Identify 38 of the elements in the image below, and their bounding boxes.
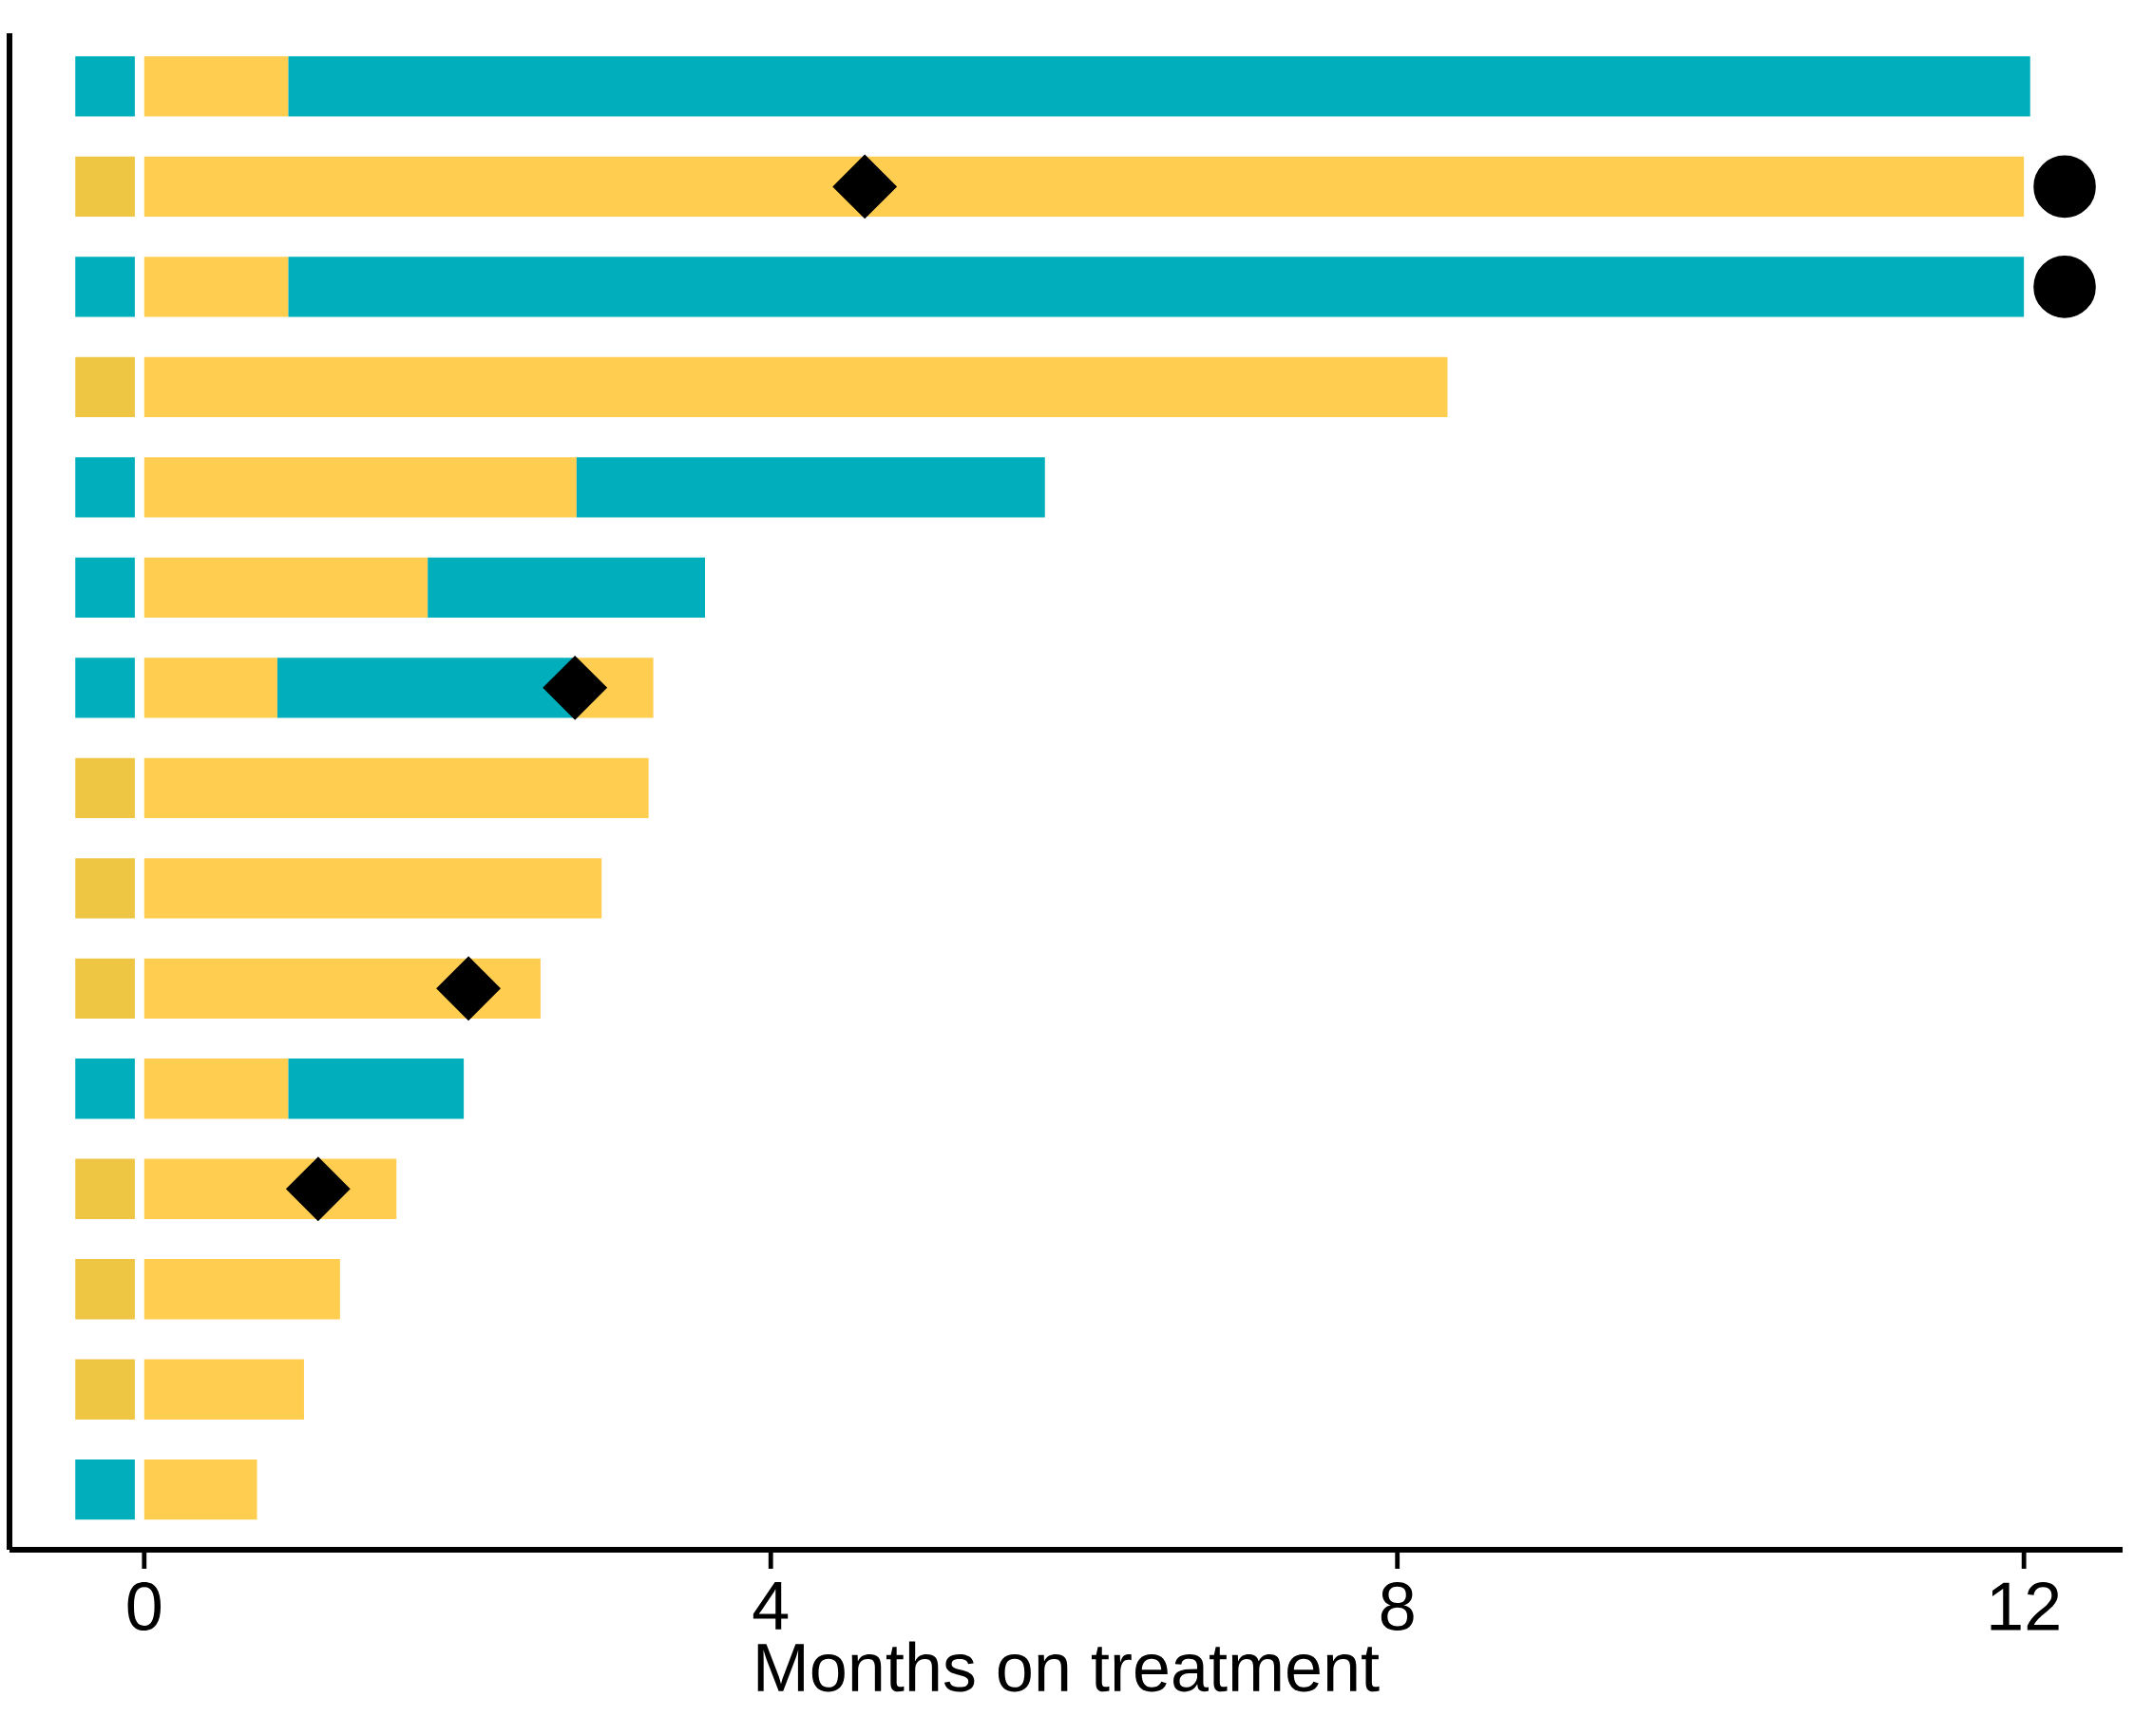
bar — [143, 858, 602, 919]
bar — [75, 1259, 135, 1320]
bar — [75, 858, 135, 919]
bar — [143, 658, 277, 718]
bar — [75, 156, 135, 218]
bar — [576, 457, 1045, 518]
bar — [75, 1158, 135, 1219]
point — [832, 154, 897, 219]
point — [2033, 256, 2096, 318]
bar — [75, 356, 135, 418]
bar — [288, 56, 2030, 117]
bar — [143, 757, 649, 818]
x-tick-label: 0 — [127, 1582, 162, 1631]
bar — [143, 958, 541, 1019]
x-axis-title: Months on treatment — [757, 1641, 1380, 1692]
bar — [143, 1459, 257, 1520]
bar — [143, 457, 577, 518]
bar — [143, 1059, 289, 1119]
bar — [75, 757, 135, 818]
x-tick-label: 12 — [1991, 1582, 2059, 1631]
point — [543, 656, 607, 720]
bar — [143, 557, 429, 618]
bar — [75, 958, 135, 1019]
bar — [143, 156, 2025, 218]
bar — [143, 1359, 304, 1420]
bar — [428, 557, 705, 618]
x-tick-label: 4 — [753, 1582, 789, 1630]
point — [286, 1156, 351, 1221]
point — [436, 956, 501, 1021]
bar — [143, 356, 1448, 418]
bar — [75, 1359, 135, 1420]
x-tick-label: 8 — [1381, 1582, 1414, 1631]
bar — [143, 1259, 340, 1320]
bar — [288, 257, 2025, 317]
bar — [143, 257, 289, 317]
point — [2033, 155, 2096, 219]
bar — [143, 56, 289, 117]
bar — [288, 1059, 465, 1119]
